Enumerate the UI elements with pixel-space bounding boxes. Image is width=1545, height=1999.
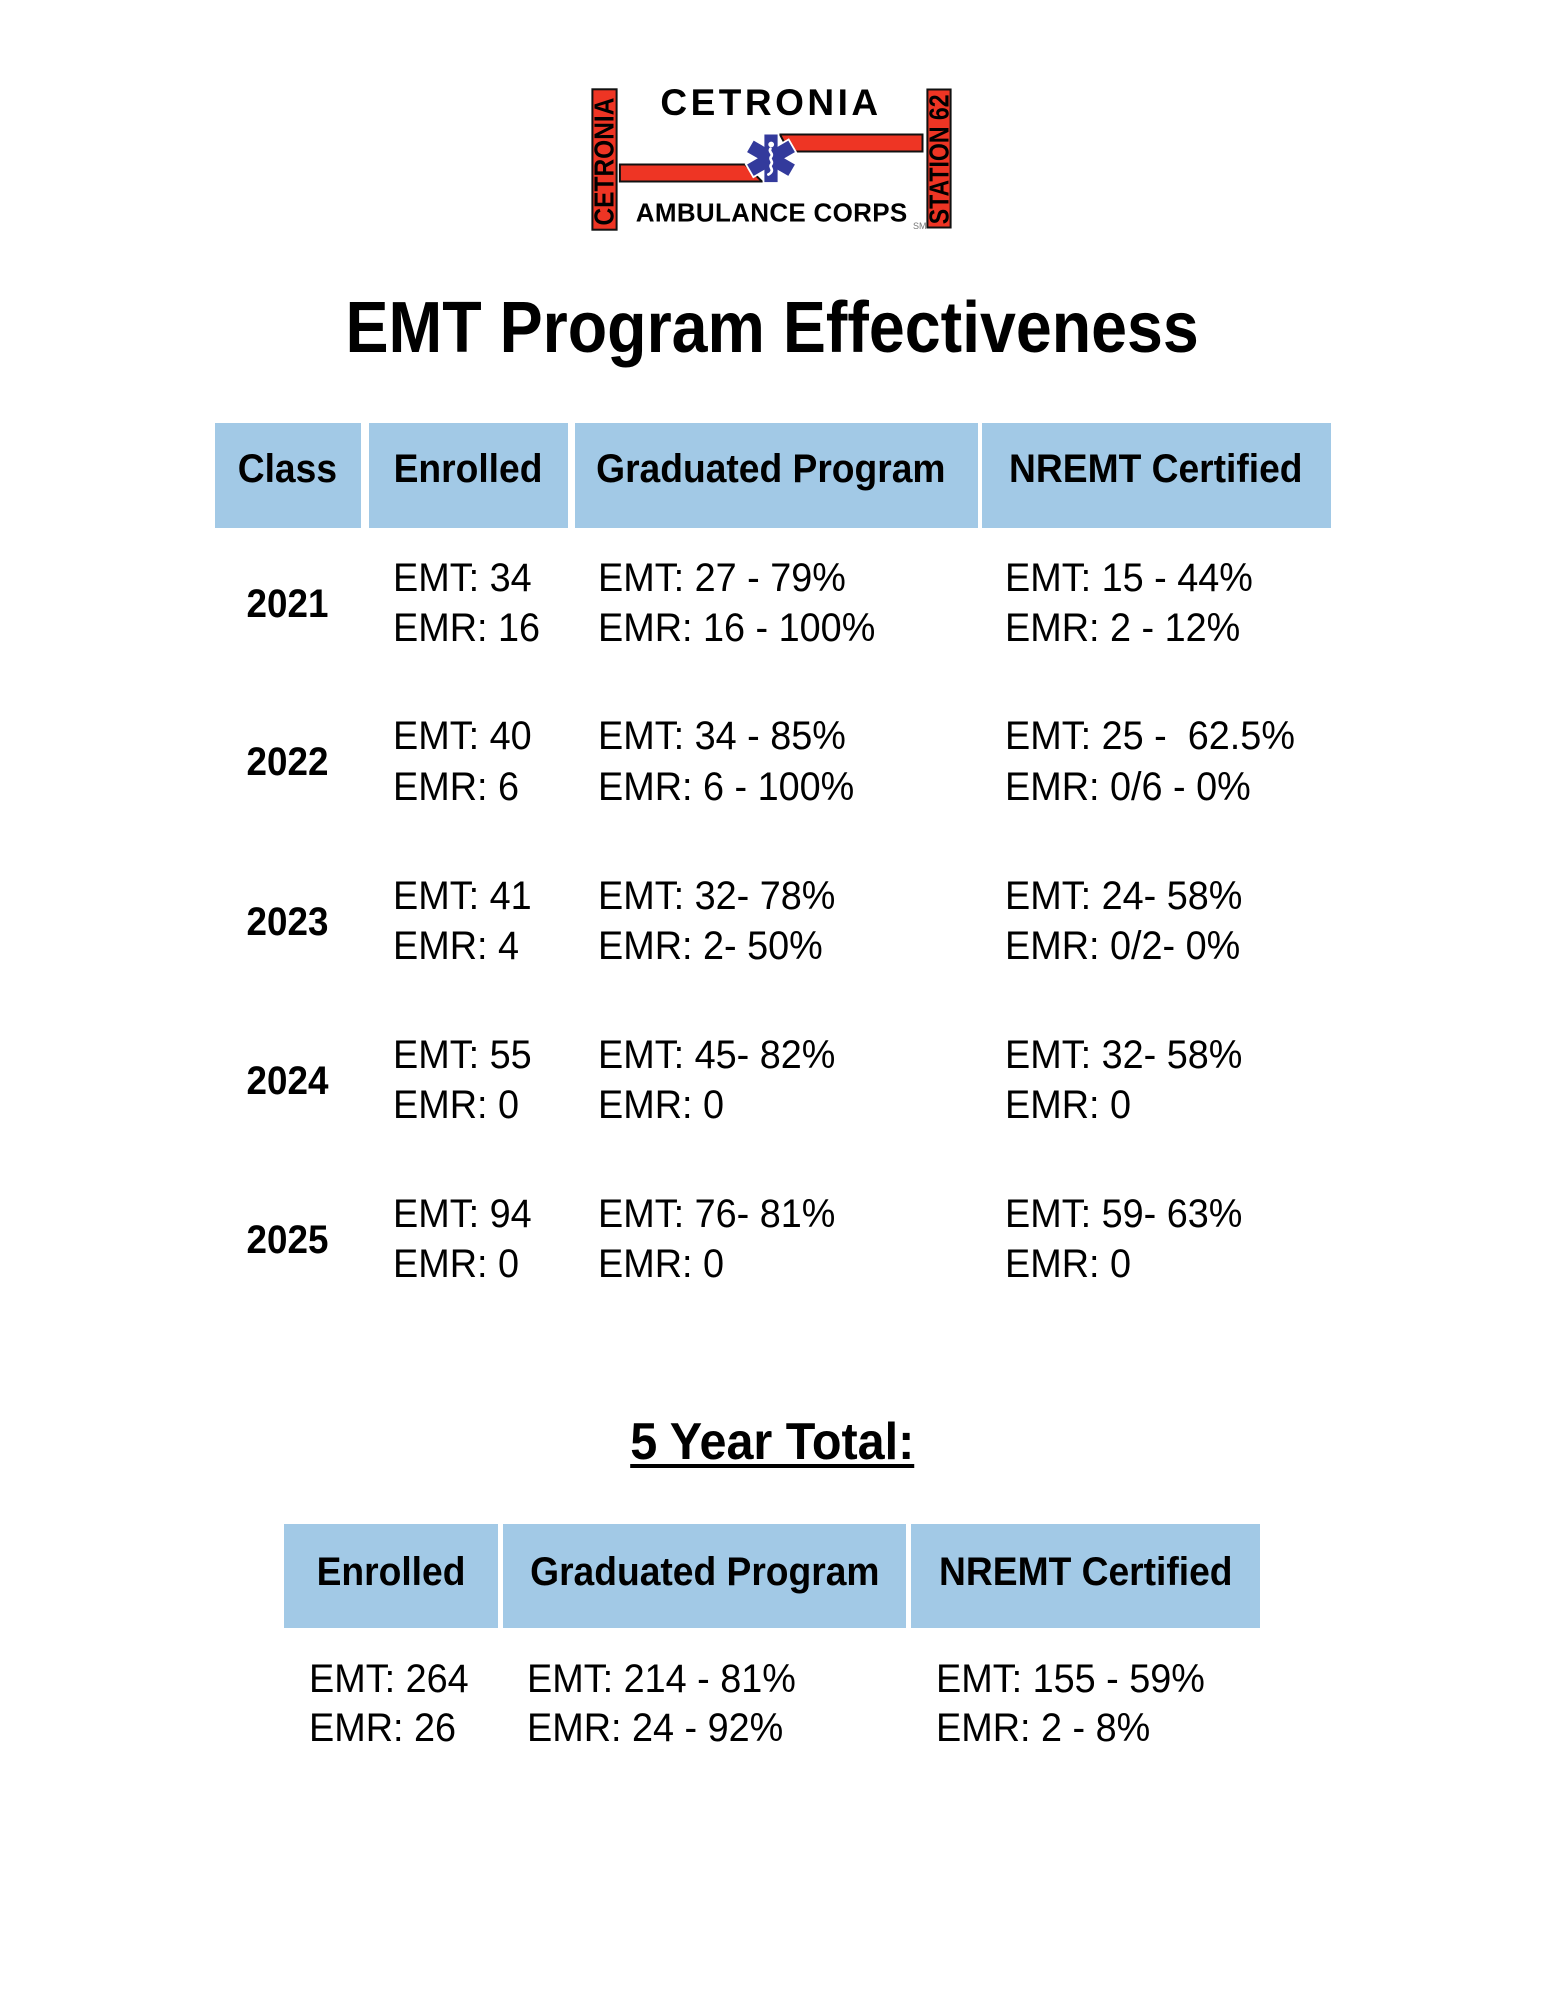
svg-text:STATION 62: STATION 62 — [924, 94, 952, 224]
svg-text:AMBULANCE CORPS: AMBULANCE CORPS — [636, 198, 908, 228]
svg-text:CETRONIA: CETRONIA — [660, 88, 881, 123]
svg-text:CETRONIA: CETRONIA — [591, 98, 620, 226]
svg-text:SM: SM — [913, 221, 927, 231]
